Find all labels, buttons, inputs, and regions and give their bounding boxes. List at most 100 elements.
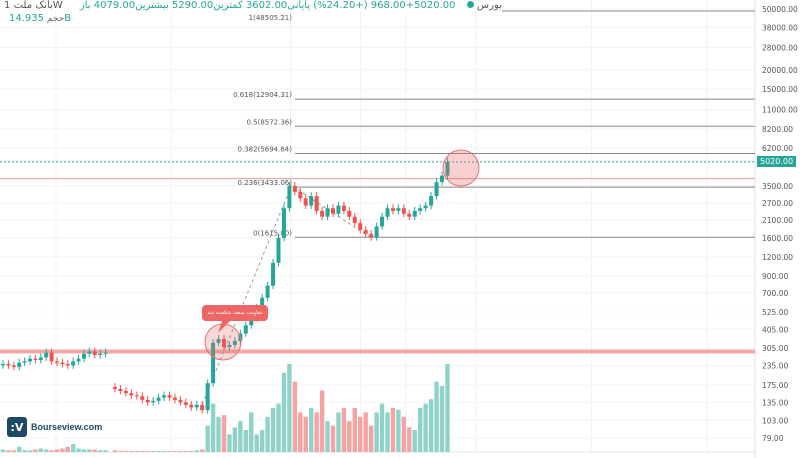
logo-text: Bourseview.com: [31, 422, 103, 432]
volume-bar: [27, 450, 33, 452]
volume-bar: [81, 449, 87, 452]
candle: [172, 393, 177, 404]
candle-body: [434, 182, 439, 197]
candle-body: [140, 396, 145, 400]
y-tick-label: 103.00: [762, 416, 788, 425]
y-tick-label: 700.00: [762, 289, 788, 298]
candle-body: [82, 353, 86, 359]
fib-level-label: 0(1615.00): [253, 229, 292, 237]
candle-body: [374, 226, 379, 238]
candle: [44, 348, 49, 361]
volume-bar: [298, 412, 303, 452]
volume-bar: [249, 412, 254, 452]
candle: [55, 357, 59, 367]
candle-body: [385, 208, 390, 217]
volume-bar: [161, 451, 167, 452]
fib-level-label: 0.618(12904.31): [233, 91, 292, 99]
volume-bar: [292, 381, 298, 452]
volume-bar: [439, 386, 445, 452]
volume-bar: [379, 403, 385, 452]
candle: [65, 360, 70, 369]
volume-bar: [60, 448, 65, 452]
volume-bar: [54, 449, 60, 452]
candle-body: [243, 325, 248, 334]
candle-body: [445, 161, 450, 176]
candle-body: [429, 196, 434, 206]
y-tick-label: 6200.00: [762, 144, 793, 153]
candle: [33, 354, 38, 364]
volume-value: 14.935B: [9, 13, 72, 24]
y-tick-label: 1600.00: [762, 234, 793, 243]
trend-line: [199, 183, 293, 411]
candle-body: [396, 208, 401, 211]
candle: [28, 354, 32, 365]
volume-bar: [341, 408, 347, 452]
y-tick-label: 900.00: [762, 272, 788, 281]
candle: [71, 357, 76, 369]
y-tick-label: 1200.00: [762, 253, 793, 262]
candle: [200, 400, 205, 414]
volume-bar: [44, 449, 49, 452]
candle-body: [178, 399, 183, 403]
volume-bar: [418, 408, 423, 452]
candle: [76, 354, 81, 365]
volume-bar: [396, 409, 401, 452]
volume-bar: [38, 448, 43, 452]
candle: [167, 391, 172, 401]
candle: [341, 201, 346, 215]
candle-body: [71, 361, 76, 366]
y-tick-label: 79.00: [762, 434, 784, 443]
candle-body: [22, 361, 27, 363]
candle-body: [227, 344, 232, 348]
candle: [369, 229, 374, 241]
candle: [194, 400, 199, 411]
volume-bar: [243, 430, 248, 452]
candle: [156, 393, 161, 405]
candle-body: [407, 213, 412, 217]
volume-bar: [134, 451, 139, 452]
candle: [216, 335, 221, 347]
bourseview-logo-icon: :V: [7, 417, 27, 437]
candle-body: [167, 395, 172, 398]
volume-bar: [347, 421, 352, 452]
volume-bar: [374, 412, 379, 452]
candle: [298, 187, 303, 202]
volume-bar: [303, 416, 308, 452]
candle-body: [309, 196, 314, 206]
candle-body: [271, 262, 276, 286]
candle: [292, 181, 297, 196]
candle-body: [298, 191, 303, 199]
candle: [352, 212, 357, 227]
candle: [331, 204, 335, 218]
y-tick-label: 135.00: [762, 398, 788, 407]
volume-bar: [330, 425, 336, 452]
candle: [205, 379, 210, 414]
candle-body: [172, 397, 177, 400]
volume-bar: [6, 450, 11, 452]
status-dot-icon: [466, 1, 474, 8]
volume-bar: [281, 372, 287, 452]
candle: [429, 192, 434, 210]
candle-body: [162, 395, 167, 398]
volume-bar: [254, 434, 259, 452]
candle: [38, 353, 43, 364]
candle-body: [440, 175, 444, 183]
candle: [440, 171, 444, 186]
volume-bar: [412, 430, 417, 452]
candle-body: [358, 223, 363, 231]
annotation-callout[interactable]: مقاومت سقف شکسته شد: [202, 305, 268, 321]
volume-bar: [205, 425, 210, 452]
last-price-label: 5020.00: [757, 156, 797, 167]
candle-body: [65, 364, 70, 366]
candle: [113, 383, 117, 393]
volume-bar: [172, 451, 178, 452]
candle-body: [113, 386, 117, 389]
volume-bar: [265, 416, 270, 452]
candle-body: [352, 216, 357, 224]
volume-bar: [183, 451, 189, 452]
volume-bar: [210, 403, 216, 452]
interval[interactable]: 1W: [4, 0, 63, 11]
candle: [151, 396, 156, 406]
volume-bar: [178, 451, 183, 452]
